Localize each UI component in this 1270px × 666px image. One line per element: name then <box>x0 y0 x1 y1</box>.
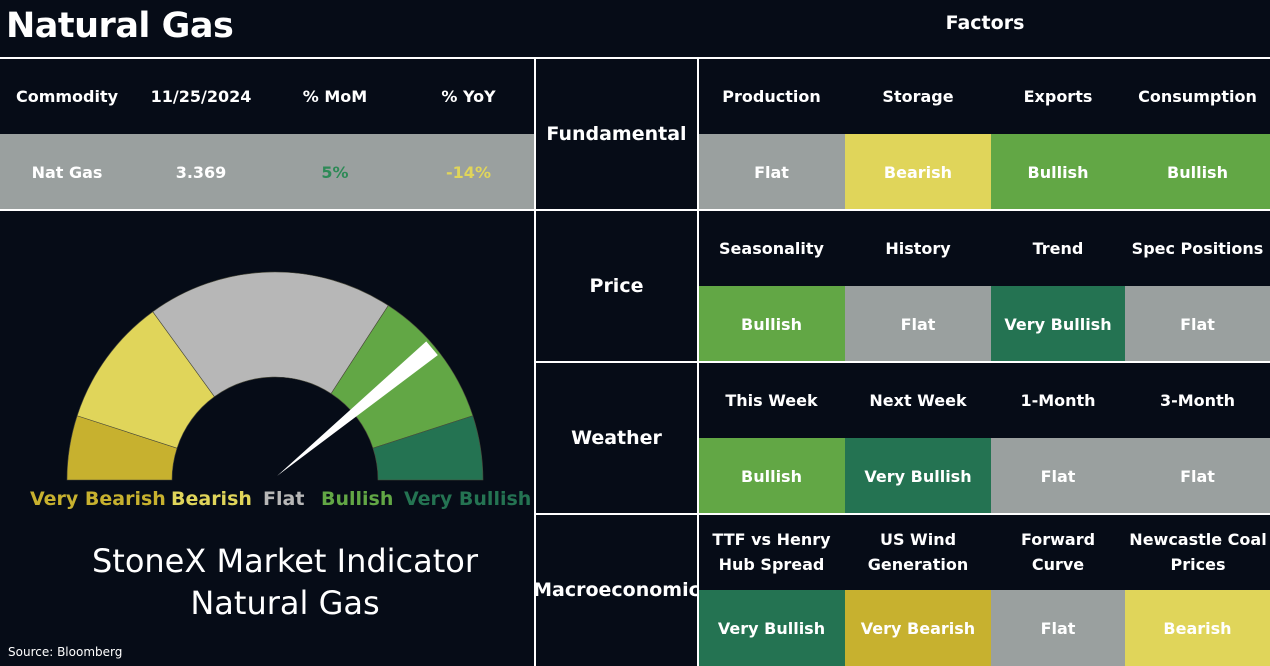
divider-top <box>0 57 1270 59</box>
factor-value-this-week: Bullish <box>698 438 845 514</box>
divider-row-3 <box>535 513 1270 515</box>
factor-label-us-wind: US Wind Generation <box>867 530 969 574</box>
legend-flat: Flat <box>263 488 305 510</box>
commodity-price: 3.369 <box>175 162 227 182</box>
commodity-mom: 5% <box>321 162 349 182</box>
factor-value-storage: Bearish <box>845 134 991 210</box>
factor-label-forward-curve: Forward Curve <box>1020 530 1096 574</box>
factor-value-next-week: Very Bullish <box>845 438 991 514</box>
factor-value-forward-curve: Flat <box>991 590 1125 666</box>
header-date: 11/25/2024 <box>150 86 252 106</box>
gauge-needle-pointer <box>277 341 438 476</box>
divider-vertical-right <box>697 57 699 666</box>
divider-left-mid <box>0 209 535 211</box>
factor-label-ttf-spread: TTF vs Henry Hub Spread <box>712 530 831 574</box>
factor-value-seasonality: Bullish <box>698 286 845 362</box>
divider-row-1 <box>535 209 1270 211</box>
header-yoy: % YoY <box>441 86 496 106</box>
factor-value-production: Flat <box>698 134 845 210</box>
market-indicator-gauge <box>66 271 484 481</box>
gauge-segment-very-bullish <box>372 415 484 481</box>
factor-label-production: Production <box>722 86 821 106</box>
factor-label-spec-positions: Spec Positions <box>1131 238 1264 258</box>
gauge-segment-flat <box>152 271 389 398</box>
factor-label-seasonality: Seasonality <box>719 238 824 258</box>
legend-very-bullish: Very Bullish <box>404 488 532 510</box>
factor-value-ttf-spread: Very Bullish <box>698 590 845 666</box>
factor-value-1-month: Flat <box>991 438 1125 514</box>
page-title: Natural Gas <box>6 6 234 46</box>
factor-label-1-month: 1-Month <box>1020 390 1096 410</box>
factor-value-consumption: Bullish <box>1125 134 1270 210</box>
factor-label-consumption: Consumption <box>1138 86 1257 106</box>
divider-row-2 <box>535 361 1270 363</box>
factor-value-us-wind: Very Bearish <box>845 590 991 666</box>
header-mom: % MoM <box>302 86 368 106</box>
gauge-title-line1: StoneX Market Indicator <box>91 542 479 580</box>
legend-very-bearish: Very Bearish <box>30 488 166 510</box>
factor-value-trend: Very Bullish <box>991 286 1125 362</box>
commodity-yoy: -14% <box>446 162 491 182</box>
factor-label-history: History <box>885 238 951 258</box>
factor-value-history: Flat <box>845 286 991 362</box>
category-price: Price <box>589 274 644 297</box>
factor-label-3-month: 3-Month <box>1159 390 1236 410</box>
factor-label-next-week: Next Week <box>869 390 967 410</box>
factors-title: Factors <box>945 12 1025 34</box>
divider-vertical-left <box>534 57 536 666</box>
factor-label-trend: Trend <box>1032 238 1084 258</box>
legend-bullish: Bullish <box>321 488 394 510</box>
category-fundamental: Fundamental <box>546 122 687 145</box>
category-weather: Weather <box>571 426 662 449</box>
factor-value-newcastle-coal: Bearish <box>1125 590 1270 666</box>
factor-value-spec-positions: Flat <box>1125 286 1270 362</box>
commodity-row <box>0 134 535 210</box>
commodity-name: Nat Gas <box>31 162 103 182</box>
factor-label-exports: Exports <box>1023 86 1093 106</box>
factor-label-this-week: This Week <box>725 390 818 410</box>
header-commodity: Commodity <box>15 86 119 106</box>
category-macroeconomic: Macroeconomic <box>533 578 700 601</box>
factors-grid: Fundamental Production Storage Exports C… <box>533 58 1270 666</box>
factor-label-storage: Storage <box>882 86 954 106</box>
factor-label-newcastle-coal: Newcastle Coal Prices <box>1129 530 1267 574</box>
commodity-table: Commodity 11/25/2024 % MoM % YoY Nat Gas… <box>0 58 535 210</box>
legend-bearish: Bearish <box>171 488 252 510</box>
factor-value-3-month: Flat <box>1125 438 1270 514</box>
gauge-title-line2: Natural Gas <box>190 584 380 622</box>
source-note: Source: Bloomberg <box>8 645 123 659</box>
factor-value-exports: Bullish <box>991 134 1125 210</box>
